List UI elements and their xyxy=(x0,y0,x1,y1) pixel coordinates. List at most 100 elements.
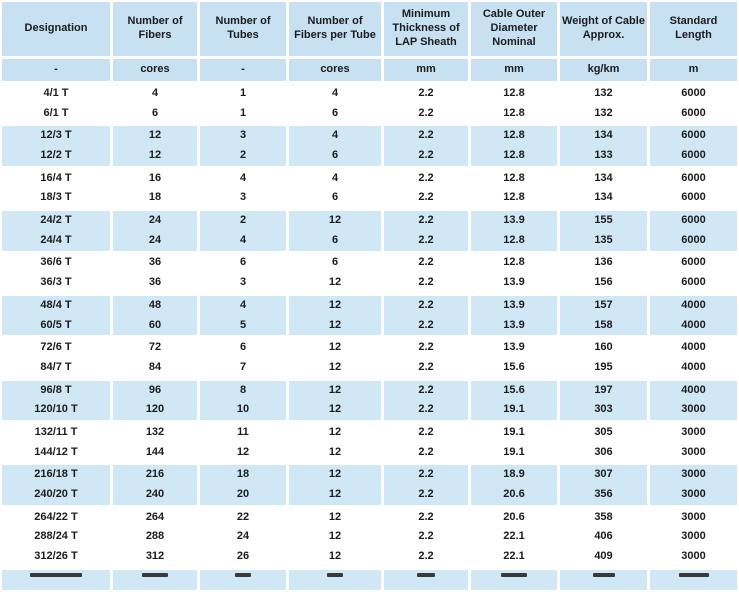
table-cell: 12 xyxy=(289,315,381,336)
table-cell: 2.2 xyxy=(384,126,468,147)
unit-cell: mm xyxy=(471,59,557,81)
cutoff-cell xyxy=(560,569,647,590)
table-cell: 12 xyxy=(328,360,342,373)
table-cell: 20 xyxy=(200,485,286,505)
table-cell: 2.2 xyxy=(418,276,434,289)
table-cell: 240 xyxy=(113,485,197,505)
table-cell: 6000 xyxy=(681,191,706,204)
clipped-text-fragment xyxy=(30,572,82,577)
table-cell: 132 xyxy=(594,106,613,119)
table-cell: 15.6 xyxy=(503,360,525,373)
table-cell: 13.9 xyxy=(503,276,525,289)
row-group: 132/11 T 132 11 12 2.2 19.1 305 3000 144/12 T 144… xyxy=(2,423,737,462)
column-header: Designation xyxy=(2,2,110,56)
table-cell: 3000 xyxy=(650,400,737,420)
table-cell: 156 xyxy=(594,276,613,289)
table-cell: 158 xyxy=(560,315,647,336)
table-cell: 4000 xyxy=(650,295,737,316)
table-cell: 356 xyxy=(560,485,647,505)
table-cell: 12 xyxy=(236,445,250,458)
table-cell: 12 xyxy=(328,425,342,438)
table-cell: 6 xyxy=(289,230,381,251)
table-cell: 4 xyxy=(200,230,286,251)
table-cell: 264 xyxy=(145,510,165,523)
table-cell: 18.9 xyxy=(471,465,557,486)
clipped-text-fragment xyxy=(501,572,527,577)
table-cell: 24/4 T xyxy=(2,230,110,251)
unit-cell: - xyxy=(2,59,110,81)
table-cell: 1 xyxy=(239,86,247,99)
table-cell: 2.2 xyxy=(384,211,468,231)
table-cell: 12 xyxy=(289,465,381,486)
table-cell: 12.8 xyxy=(503,191,525,204)
table-cell: 24 xyxy=(113,211,197,231)
cutoff-cell xyxy=(2,569,110,590)
table-cell: 6 xyxy=(289,146,381,166)
table-cell: 312 xyxy=(145,550,165,563)
table-cell: 2.2 xyxy=(418,191,434,204)
table-cell: 134 xyxy=(560,126,647,147)
table-cell: 4 xyxy=(289,126,381,147)
table-cell: 2.2 xyxy=(384,400,468,420)
table-cell: 120 xyxy=(113,400,197,420)
table-cell: 12.8 xyxy=(503,86,525,99)
table-cell: 84 xyxy=(148,360,162,373)
column-header: Minimum Thickness of LAP Sheath xyxy=(384,2,468,56)
table-cell: 19.1 xyxy=(503,425,525,438)
clipped-text-fragment xyxy=(235,572,251,577)
clipped-text-fragment xyxy=(327,572,343,577)
row-group: 4/1 T 4 1 4 2.2 12.8 132 6000 6/1 T 6 1 6 2.2 12.8 132… xyxy=(2,84,737,123)
table-cell: 288 xyxy=(145,530,165,543)
table-cell: 12 xyxy=(328,550,342,563)
clipped-text-fragment xyxy=(142,572,168,577)
table-cell: 12 xyxy=(113,126,197,147)
unit-cell: kg/km xyxy=(560,59,647,81)
table-cell: 3000 xyxy=(681,510,706,523)
table-cell: 7 xyxy=(239,360,247,373)
table-cell: 2.2 xyxy=(418,256,434,269)
clipped-text-fragment xyxy=(592,572,615,577)
row-group: 16/4 T 16 4 4 2.2 12.8 134 6000 18/3 T 18 3 6 2.2 12.… xyxy=(2,169,737,208)
table-cell: 60/5 T xyxy=(2,315,110,336)
table-cell: 3000 xyxy=(681,425,706,438)
table-cell: 12 xyxy=(328,445,342,458)
table-cell: 197 xyxy=(560,380,647,401)
row-group: 12/3 T 12 3 4 2.2 12.8 134 6000 12/2 T 12 2 6 2.2 12.… xyxy=(2,126,737,166)
table-cell: 6 xyxy=(331,106,339,119)
table-cell: 12 xyxy=(289,295,381,316)
table-cell: 4 xyxy=(331,86,339,99)
table-cell: 26 xyxy=(236,550,250,563)
table-cell: 406 xyxy=(594,530,613,543)
cutoff-cell xyxy=(113,569,197,590)
table-cell: 358 xyxy=(594,510,613,523)
table-cell: 160 xyxy=(594,341,613,354)
table-cell: 305 xyxy=(594,425,613,438)
column-header: Number of Tubes xyxy=(200,2,286,56)
row-group: 96/8 T 96 8 12 2.2 15.6 197 4000 120/10 T 120 10 12… xyxy=(2,380,737,420)
table-cell: 48 xyxy=(113,295,197,316)
table-cell: 2 xyxy=(200,211,286,231)
table-cell: 2.2 xyxy=(418,171,434,184)
column-header: Standard Length xyxy=(650,2,737,56)
table-cell: 22.1 xyxy=(503,530,525,543)
table-cell: 6 xyxy=(331,256,339,269)
table-cell: 12/3 T xyxy=(2,126,110,147)
table-cell: 6000 xyxy=(650,230,737,251)
table-cell: 3 xyxy=(200,126,286,147)
table-cell: 20.6 xyxy=(471,485,557,505)
table-cell: 12.8 xyxy=(471,230,557,251)
table-cell: 120/10 T xyxy=(2,400,110,420)
table-cell: 12 xyxy=(289,211,381,231)
table-cell: 4000 xyxy=(650,315,737,336)
table-cell: 2.2 xyxy=(384,485,468,505)
unit-cell: cores xyxy=(289,59,381,81)
cutoff-cell xyxy=(384,569,468,590)
table-cell: 3 xyxy=(239,276,247,289)
table-cell: 4 xyxy=(239,171,247,184)
table-cell: 72/6 T xyxy=(40,341,72,354)
table-cell: 96 xyxy=(113,380,197,401)
table-cell: 48/4 T xyxy=(2,295,110,316)
row-group: 24/2 T 24 2 12 2.2 13.9 155 6000 24/4 T 24 4 6 2.2 12… xyxy=(2,211,737,251)
table-cell: 2.2 xyxy=(418,510,434,523)
